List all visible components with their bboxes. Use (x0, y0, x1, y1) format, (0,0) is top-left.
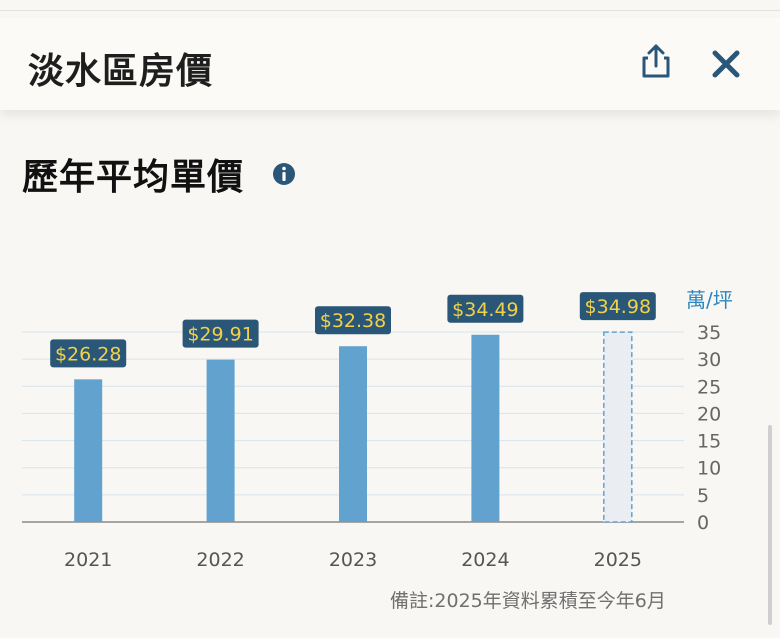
bar (339, 346, 367, 522)
value-label: $32.38 (320, 310, 386, 332)
y-tick-label: 30 (697, 349, 721, 371)
header-bar: 淡水區房價 (0, 18, 780, 110)
close-icon (712, 50, 740, 78)
y-tick-label: 0 (697, 512, 709, 534)
x-tick-label: 2023 (329, 549, 377, 571)
unit-label: 萬/坪 (686, 288, 733, 312)
section-title: 歷年平均單價 (22, 157, 245, 198)
value-label-box (182, 319, 259, 348)
info-button[interactable] (272, 162, 296, 186)
value-label-box (579, 292, 656, 321)
value-label: $34.49 (452, 299, 518, 321)
value-label-box (447, 294, 524, 323)
x-tick-label: 2021 (64, 549, 112, 571)
share-icon (642, 44, 670, 78)
value-label-box (315, 306, 391, 335)
y-tick-label: 5 (697, 485, 709, 507)
y-tick-label: 35 (697, 322, 721, 344)
y-tick-label: 20 (697, 403, 721, 425)
bar (74, 379, 103, 522)
footnote: 備註:2025年資料累積至今年6月 (390, 590, 666, 612)
bar-projected (603, 331, 633, 523)
y-tick-label: 10 (697, 458, 721, 480)
top-divider (0, 10, 780, 11)
x-tick-label: 2022 (196, 549, 244, 571)
close-button[interactable] (706, 44, 746, 84)
value-label: $34.98 (585, 296, 651, 318)
y-tick-label: 25 (697, 376, 721, 398)
info-icon (273, 163, 295, 185)
value-label: $26.28 (55, 343, 121, 365)
value-label-box (50, 339, 127, 368)
page-title: 淡水區房價 (28, 51, 214, 92)
share-button[interactable] (636, 42, 676, 82)
x-tick-label: 2025 (594, 549, 642, 571)
y-tick-label: 15 (697, 431, 721, 453)
bar (471, 334, 500, 522)
x-tick-label: 2024 (461, 549, 509, 571)
scrollbar[interactable] (768, 425, 772, 625)
bar (206, 359, 235, 522)
value-label: $29.91 (187, 324, 253, 346)
